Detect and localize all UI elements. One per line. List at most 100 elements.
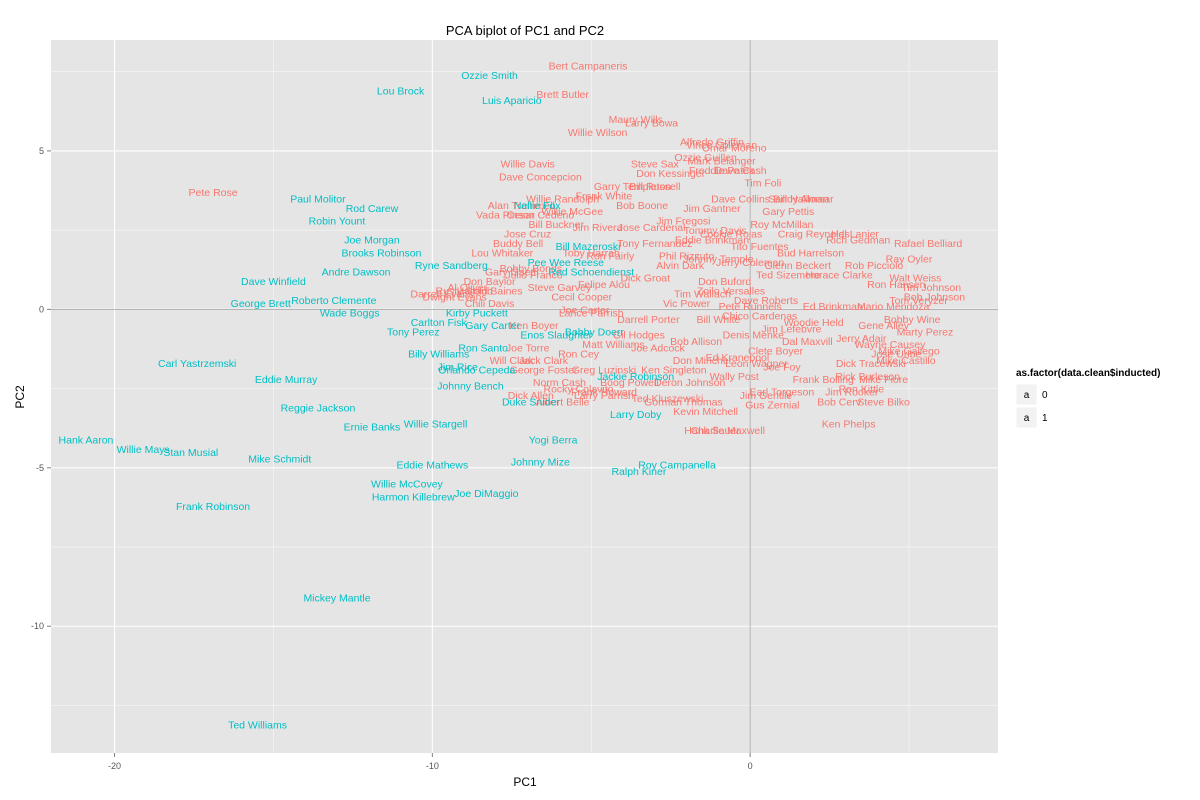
point-label: Pete Runnels <box>719 301 782 313</box>
point-label: Nellie Fox <box>514 200 561 212</box>
point-label: Ryne Sandberg <box>415 260 488 272</box>
point-label: Joe Torre <box>506 342 550 354</box>
point-label: Rusty Staub <box>436 285 493 297</box>
point-label: Leon Wagner <box>725 358 788 370</box>
point-label: Gil Hodges <box>613 330 665 342</box>
point-label: Willie Mays <box>117 444 170 456</box>
point-label: Jose Cruz <box>504 228 551 240</box>
point-label: Johnny Temple <box>683 254 754 266</box>
point-label: Mike Schmidt <box>248 453 311 465</box>
point-label: Jim Rice <box>438 361 478 373</box>
point-label: Earl Torgeson <box>750 387 815 399</box>
point-label: Jose Cardenal <box>618 222 686 234</box>
point-label: Enos Slaughter <box>520 330 592 342</box>
point-label: Yogi Berra <box>529 434 578 446</box>
point-label: Ken Boyer <box>510 320 560 332</box>
axis-ticks: -20 -10 0 -10 -5 0 5 <box>31 146 753 771</box>
point-label: Jerry Adair <box>836 333 887 345</box>
x-axis-title: PC1 <box>513 775 537 789</box>
point-label: Eddie Murray <box>255 374 318 386</box>
point-label: Lance Parrish <box>559 308 624 320</box>
point-label: Willie Davis <box>501 159 555 171</box>
point-label: Willie Stargell <box>404 418 468 430</box>
point-label: Tony Perez <box>387 327 440 339</box>
point-label: Steve Garvey <box>528 282 592 294</box>
legend-key-glyph: a <box>1024 413 1030 424</box>
point-label: Johnny Bench <box>437 380 504 392</box>
point-label: Jim Lefebvre <box>761 323 821 335</box>
point-label: Vada Pinson <box>476 209 535 221</box>
point-label: Andre Dawson <box>322 266 391 278</box>
point-label: Johnny Mize <box>511 456 570 468</box>
point-label: Bob Boone <box>616 200 668 212</box>
point-label: Roy Campanella <box>638 460 716 472</box>
point-label: Mike Fiore <box>859 374 908 386</box>
point-label: Gorman Thomas <box>644 396 723 408</box>
point-label: Steve Sax <box>631 159 680 171</box>
point-label: Eddie Mathews <box>396 460 468 472</box>
point-label: Bob Johnson <box>904 292 965 304</box>
point-label: Lou Brock <box>377 86 425 98</box>
point-label: Carlton Fisk <box>411 317 468 329</box>
legend-title: as.factor(data.clean$inducted) <box>1016 368 1160 379</box>
point-label: Will Clark <box>490 355 535 367</box>
point-label: Brett Butler <box>536 89 589 101</box>
point-label: Freddie Patek <box>689 165 755 177</box>
point-label: Rocky Colavito <box>544 384 614 396</box>
point-label: Ron Cey <box>558 349 600 361</box>
point-label: Tim Johnson <box>901 282 961 294</box>
x-tick-label: -10 <box>426 761 439 771</box>
point-label: Frank Bolling <box>793 374 854 386</box>
point-label: Greg Luzinski <box>572 365 636 377</box>
point-label: Jim Rivera <box>573 222 623 234</box>
point-label: Roy McMillan <box>750 219 813 231</box>
point-label: Charlie Maxwell <box>691 425 765 437</box>
point-label: Mike Castillo <box>876 355 936 367</box>
point-label: Ted Kluszewski <box>632 393 704 405</box>
point-label: Bobby Doerr <box>565 327 624 339</box>
point-label: Dave Cash <box>715 165 767 177</box>
point-label: Al Oliver <box>447 282 487 294</box>
point-label: Cecil Cooper <box>551 292 612 304</box>
y-tick-label: -10 <box>31 621 44 631</box>
legend-key <box>1015 406 1038 429</box>
point-label: Jerry Coleman <box>716 257 784 269</box>
point-label: Dick Tracewski <box>836 358 906 370</box>
point-label: Buddy Bell <box>493 238 543 250</box>
point-label: Mario Mendoza <box>857 301 930 313</box>
point-label: Joe DiMaggio <box>454 488 518 500</box>
point-label: Rod Carew <box>346 203 399 215</box>
point-label: Darrell Evans <box>410 289 473 301</box>
point-label: Bud Harrelson <box>777 247 844 259</box>
point-label: Brooks Robinson <box>342 247 422 259</box>
point-label: Luis Aparicio <box>482 95 542 107</box>
point-label: Don Mincher <box>673 355 733 367</box>
point-label: Mark Belanger <box>687 155 756 167</box>
chart-title: PCA biplot of PC1 and PC2 <box>446 23 604 38</box>
point-label: Bobby Wine <box>884 314 941 326</box>
point-label: Don Baylor <box>464 276 516 288</box>
point-label: Jim Gantner <box>683 203 741 215</box>
point-label: Ken Singleton <box>641 365 707 377</box>
point-label: Gary Pettis <box>762 206 814 218</box>
point-label: Dave Roberts <box>734 295 798 307</box>
y-tick-label: 0 <box>39 304 44 314</box>
point-label: Rafael Belliard <box>894 238 962 250</box>
point-label: Don Buford <box>698 276 751 288</box>
point-label: Ray Oyler <box>886 254 933 266</box>
point-label: Billy Williams <box>408 349 469 361</box>
point-label: Norm Cash <box>533 377 586 389</box>
point-label: Dave Concepcion <box>499 171 582 183</box>
point-label: Dick Allen <box>508 390 554 402</box>
y-tick-label: 5 <box>39 146 44 156</box>
point-label: Woodie Held <box>784 317 844 329</box>
point-label: Tim Foli <box>744 178 781 190</box>
point-label: Bob Cerv <box>817 396 862 408</box>
point-label: Stan Musial <box>163 447 218 459</box>
point-label: Red Schoendienst <box>548 266 634 278</box>
y-tick-label: -5 <box>36 463 44 473</box>
point-label: Walt Weiss <box>889 273 941 285</box>
point-label: Bill Russell <box>629 181 680 193</box>
point-label: Chico Cardenas <box>722 311 797 323</box>
point-label: Dick Groat <box>620 273 670 285</box>
